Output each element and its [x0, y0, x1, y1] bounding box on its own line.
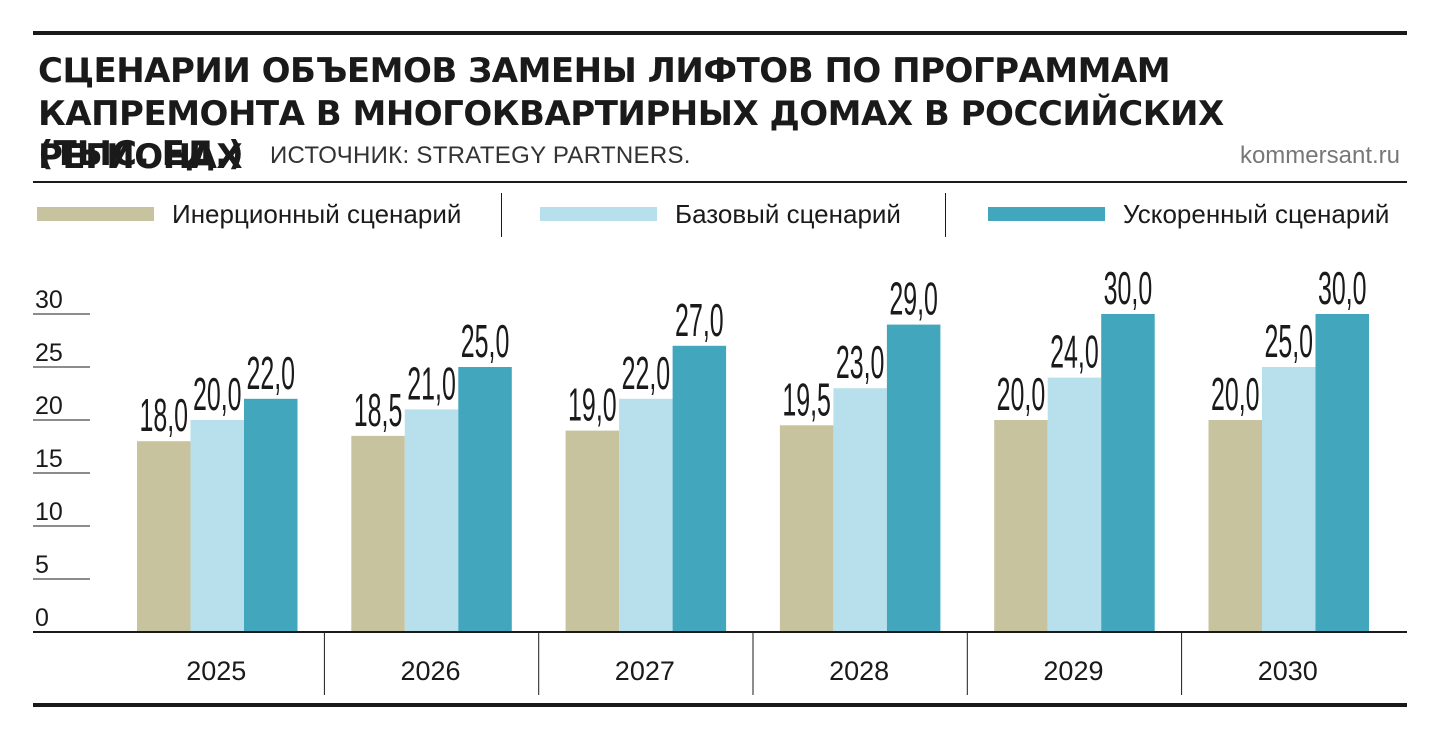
y-tick-label: 0: [35, 604, 49, 632]
bar-inertial: [994, 420, 1048, 632]
bar-base: [404, 409, 459, 632]
bar-inertial: [137, 441, 191, 632]
x-tick-label: 2028: [829, 656, 889, 686]
legend-separator: [945, 193, 946, 237]
bar-value-label: 27,0: [675, 293, 724, 345]
header-rule: [33, 181, 1407, 183]
legend-separator: [501, 193, 502, 237]
bar-inertial: [565, 430, 620, 632]
bar-base: [833, 388, 887, 632]
x-tick-label: 2030: [1258, 656, 1318, 686]
bar-value-label: 18,0: [139, 389, 188, 441]
x-tick-label: 2029: [1043, 656, 1103, 686]
bar-value-label: 18,5: [354, 384, 403, 436]
bar-base: [619, 398, 673, 632]
legend-item-accelerated: Ускоренный сценарий: [988, 196, 1389, 232]
legend-swatch-inertial: [37, 207, 154, 221]
bar-accelerated: [1315, 314, 1369, 632]
bottom-rule: [33, 703, 1407, 707]
bar-value-label: 20,0: [193, 368, 242, 420]
bar-value-label: 23,0: [836, 336, 885, 388]
bar-accelerated: [886, 324, 941, 632]
y-tick-label: 15: [35, 445, 63, 473]
legend-label-inertial: Инерционный сценарий: [172, 198, 462, 229]
bar-value-label: 22,0: [622, 346, 671, 398]
bar-value-label: 29,0: [889, 272, 938, 324]
bar-accelerated: [244, 398, 298, 632]
bar-base: [1262, 367, 1316, 632]
chart-title: СЦЕНАРИИ ОБЪЕМОВ ЗАМЕНЫ ЛИФТОВ ПО ПРОГРА…: [38, 51, 1224, 177]
y-tick-label: 30: [35, 286, 63, 314]
bar-value-label: 24,0: [1050, 325, 1099, 377]
bar-accelerated: [1101, 314, 1155, 632]
bar-inertial: [1208, 420, 1262, 632]
chart-unit: (ТЫС. ЕД.): [38, 134, 244, 174]
bar-inertial: [351, 435, 405, 632]
x-tick-label: 2025: [186, 656, 246, 686]
bar-base: [1047, 377, 1102, 632]
y-tick-label: 25: [35, 339, 63, 367]
legend-swatch-accelerated: [988, 207, 1105, 221]
legend-label-accelerated: Ускоренный сценарий: [1123, 198, 1390, 229]
source-note: ИСТОЧНИК: STRATEGY PARTNERS.: [270, 142, 691, 169]
top-rule: [33, 31, 1407, 35]
bar-value-label: 30,0: [1318, 262, 1367, 314]
legend-label-base: Базовый сценарий: [675, 198, 901, 229]
x-tick-label: 2027: [615, 656, 675, 686]
bar-accelerated: [672, 345, 727, 632]
y-tick-label: 10: [35, 498, 63, 526]
y-tick-label: 5: [35, 551, 49, 579]
site-credit: kommersant.ru: [1239, 142, 1400, 169]
bar-value-label: 30,0: [1104, 262, 1153, 314]
bar-inertial: [779, 425, 834, 632]
bar-value-label: 19,0: [568, 378, 617, 430]
bar-value-label: 20,0: [997, 368, 1046, 420]
bar-value-label: 19,5: [782, 373, 831, 425]
legend-item-inertial: Инерционный сценарий: [37, 196, 461, 232]
legend-swatch-base: [540, 207, 657, 221]
bar-value-label: 20,0: [1211, 368, 1260, 420]
x-tick-label: 2026: [401, 656, 461, 686]
bar-value-label: 25,0: [461, 315, 510, 367]
bar-base: [190, 420, 244, 632]
bar-accelerated: [458, 367, 512, 632]
bar-value-label: 25,0: [1264, 315, 1313, 367]
legend-item-base: Базовый сценарий: [540, 196, 901, 232]
y-tick-label: 20: [35, 392, 63, 420]
bar-value-label: 22,0: [246, 346, 295, 398]
bar-value-label: 21,0: [407, 357, 456, 409]
